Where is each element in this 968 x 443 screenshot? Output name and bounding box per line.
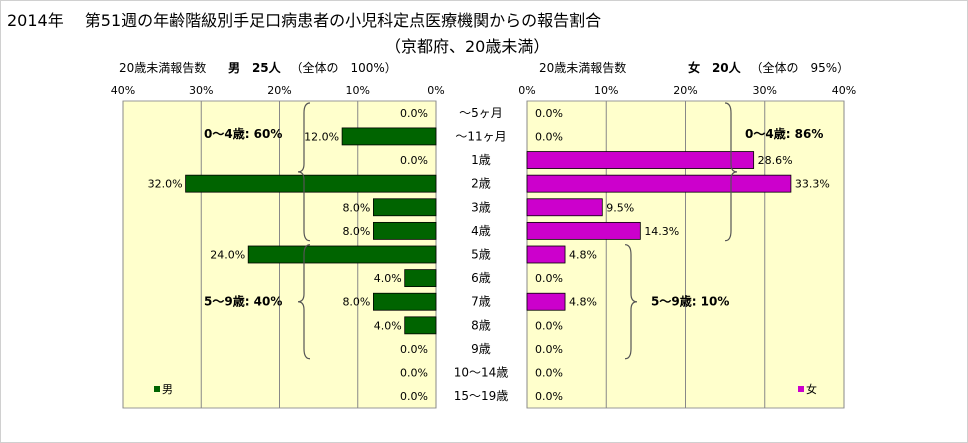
category-label: 8歳 bbox=[471, 318, 491, 332]
male-tick-label: 10% bbox=[346, 84, 370, 97]
female-tick-label: 0% bbox=[518, 84, 535, 97]
male-bar bbox=[372, 198, 437, 217]
male-data-label: 12.0% bbox=[304, 130, 339, 143]
female-tick-label: 20% bbox=[673, 84, 697, 97]
category-label: 1歳 bbox=[471, 153, 491, 167]
male-data-label: 32.0% bbox=[148, 178, 183, 191]
female-bar bbox=[526, 292, 566, 311]
female-tick-label: 30% bbox=[753, 84, 777, 97]
male-brace-0-4 bbox=[297, 102, 311, 242]
male-data-label: 8.0% bbox=[342, 201, 370, 214]
female-data-label: 0.0% bbox=[535, 367, 563, 380]
female-annotation-5-9: 5～9歳: 10% bbox=[651, 294, 729, 309]
male-bar bbox=[247, 245, 437, 264]
category-label: 6歳 bbox=[471, 271, 491, 285]
category-label: 9歳 bbox=[471, 342, 491, 356]
female-bar bbox=[526, 221, 641, 240]
female-data-label: 0.0% bbox=[535, 107, 563, 120]
category-label: 5歳 bbox=[471, 248, 491, 262]
male-tick-label: 40% bbox=[111, 84, 135, 97]
female-data-label: 0.0% bbox=[535, 319, 563, 332]
female-header: 20歳未満報告数 女 20人 （全体の 95%） bbox=[539, 59, 849, 76]
male-header-count: 25人 bbox=[251, 61, 281, 75]
male-bar bbox=[404, 316, 437, 335]
male-data-label: 8.0% bbox=[342, 225, 370, 238]
female-annotation-0-4: 0～4歳: 86% bbox=[745, 126, 823, 141]
male-bar bbox=[372, 221, 437, 240]
male-legend-swatch bbox=[154, 386, 160, 392]
category-label: 3歳 bbox=[471, 200, 491, 214]
category-label: 4歳 bbox=[471, 224, 491, 238]
female-bar bbox=[526, 245, 566, 264]
male-bar bbox=[372, 292, 437, 311]
male-data-label: 0.0% bbox=[400, 390, 428, 403]
male-header-label: 20歳未満報告数 bbox=[119, 61, 207, 75]
male-tick-label: 20% bbox=[267, 84, 291, 97]
female-data-label: 9.5% bbox=[606, 201, 634, 214]
female-data-label: 0.0% bbox=[535, 130, 563, 143]
female-header-share: （全体の 95%） bbox=[750, 61, 850, 75]
category-label: 2歳 bbox=[471, 177, 491, 191]
female-legend-label: 女 bbox=[806, 382, 817, 396]
female-bar bbox=[526, 198, 603, 217]
male-data-label: 4.0% bbox=[374, 319, 402, 332]
female-data-label: 0.0% bbox=[535, 272, 563, 285]
female-header-count: 20人 bbox=[711, 61, 741, 75]
male-data-label: 24.0% bbox=[210, 249, 245, 262]
male-tick-label: 0% bbox=[427, 84, 444, 97]
category-label: ～11ヶ月 bbox=[455, 129, 506, 143]
category-label: ～5ヶ月 bbox=[459, 106, 503, 120]
female-data-label: 0.0% bbox=[535, 390, 563, 403]
female-bar bbox=[526, 174, 792, 193]
male-tick-label: 30% bbox=[189, 84, 213, 97]
male-annotation-5-9: 5～9歳: 40% bbox=[204, 294, 282, 309]
male-header-share: （全体の 100%） bbox=[290, 61, 397, 75]
female-header-label: 20歳未満報告数 bbox=[539, 61, 627, 75]
male-bar bbox=[185, 174, 437, 193]
category-label: 15～19歳 bbox=[454, 389, 509, 403]
female-data-label: 0.0% bbox=[535, 343, 563, 356]
chart-title: 2014年 第51週の年齢階級別手足口病患者の小児科定点医療機関からの報告割合 bbox=[7, 11, 602, 30]
male-header-sex: 男 bbox=[228, 61, 241, 75]
chart-subtitle: （京都府、20歳未満） bbox=[385, 37, 550, 56]
female-tick-label: 40% bbox=[832, 84, 856, 97]
female-tick-label: 10% bbox=[594, 84, 618, 97]
male-data-label: 0.0% bbox=[400, 107, 428, 120]
female-data-label: 14.3% bbox=[644, 225, 679, 238]
category-label: 7歳 bbox=[471, 295, 491, 309]
male-annotation-0-4: 0～4歳: 60% bbox=[204, 126, 282, 141]
category-label: 10～14歳 bbox=[454, 366, 509, 380]
male-brace-5-9 bbox=[297, 244, 311, 360]
female-header-sex: 女 bbox=[688, 61, 701, 75]
female-data-label: 33.3% bbox=[795, 178, 830, 191]
male-legend-label: 男 bbox=[162, 383, 173, 396]
female-data-label: 28.6% bbox=[758, 154, 793, 167]
male-bar bbox=[341, 127, 437, 146]
female-brace-5-9 bbox=[624, 244, 638, 360]
male-data-label: 8.0% bbox=[342, 296, 370, 309]
female-brace-0-4 bbox=[724, 102, 738, 242]
male-data-label: 0.0% bbox=[400, 343, 428, 356]
female-legend-swatch bbox=[798, 386, 804, 392]
male-data-label: 4.0% bbox=[374, 272, 402, 285]
female-data-label: 4.8% bbox=[569, 296, 597, 309]
male-data-label: 0.0% bbox=[400, 154, 428, 167]
male-bar bbox=[404, 269, 437, 288]
male-header: 20歳未満報告数 男 25人 （全体の 100%） bbox=[119, 59, 397, 76]
female-data-label: 4.8% bbox=[569, 249, 597, 262]
male-data-label: 0.0% bbox=[400, 367, 428, 380]
female-bar bbox=[526, 151, 755, 169]
